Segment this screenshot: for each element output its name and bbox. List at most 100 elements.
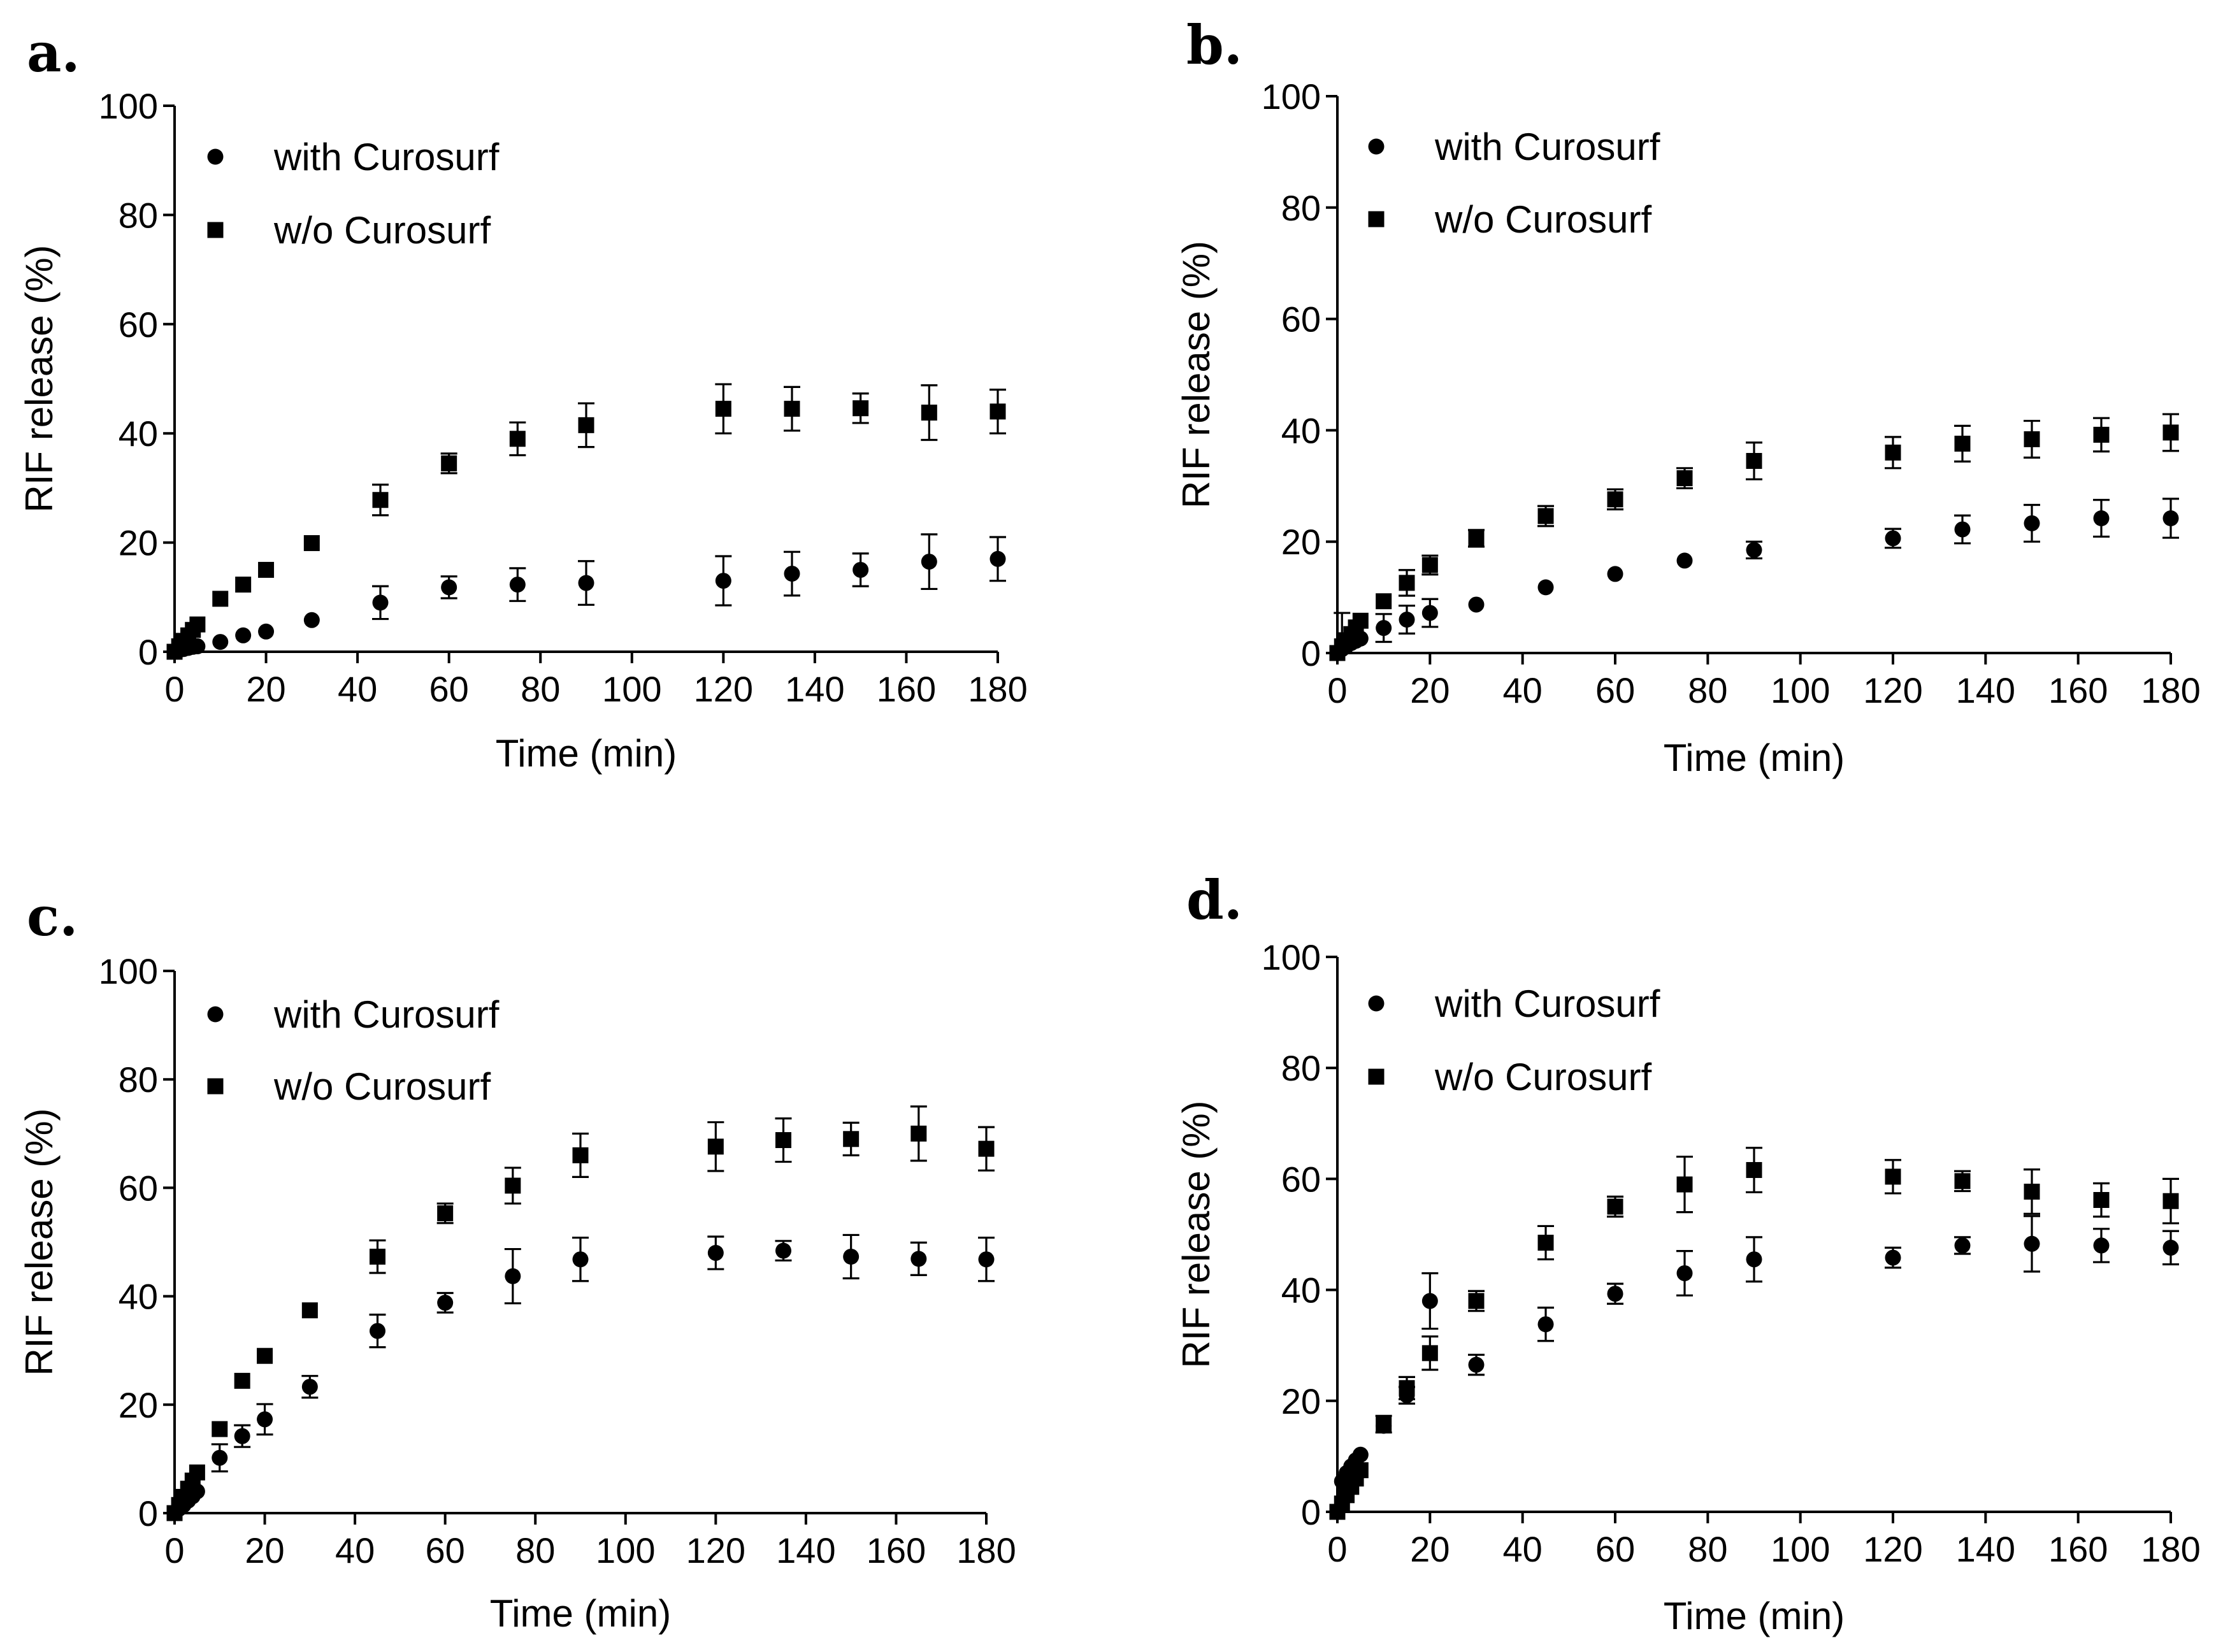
y-tick-label: 80 xyxy=(1281,188,1321,228)
data-point xyxy=(1421,605,1438,621)
data-point xyxy=(843,1248,860,1265)
y-tick-label: 100 xyxy=(99,86,158,126)
y-tick-label: 40 xyxy=(119,413,158,454)
data-point xyxy=(784,565,800,582)
data-point xyxy=(2162,1239,2179,1256)
data-point xyxy=(234,1428,250,1444)
x-tick-label: 40 xyxy=(338,669,377,709)
data-point xyxy=(578,575,594,591)
data-point xyxy=(1399,612,1415,628)
x-tick-label: 40 xyxy=(335,1530,375,1570)
data-point xyxy=(1676,1265,1693,1281)
data-point xyxy=(707,1245,724,1261)
legend-marker xyxy=(207,1078,224,1095)
legend-marker xyxy=(1368,995,1385,1012)
x-tick-label: 0 xyxy=(164,1530,184,1570)
data-point xyxy=(1885,530,1901,547)
data-point xyxy=(370,1323,385,1339)
x-tick-label: 40 xyxy=(1503,670,1543,710)
x-tick-label: 80 xyxy=(1688,670,1727,710)
x-tick-label: 60 xyxy=(1595,1529,1635,1569)
data-point xyxy=(212,591,229,607)
data-point xyxy=(1607,566,1623,582)
legend-label: w/o Curosurf xyxy=(1434,1056,1651,1098)
data-point xyxy=(572,1251,589,1268)
data-point xyxy=(1468,1293,1485,1309)
data-point xyxy=(1468,596,1485,613)
data-point xyxy=(1607,1198,1623,1215)
data-point xyxy=(212,634,229,650)
data-point xyxy=(2162,510,2179,526)
x-tick-label: 140 xyxy=(1956,670,2015,710)
y-tick-label: 60 xyxy=(119,1168,158,1208)
data-point xyxy=(2093,426,2110,443)
x-tick-label: 180 xyxy=(2141,1529,2200,1569)
data-point xyxy=(441,579,457,596)
data-point xyxy=(212,1421,228,1437)
data-point xyxy=(853,561,869,578)
data-point xyxy=(1676,470,1693,487)
data-point xyxy=(372,594,389,611)
data-point xyxy=(784,401,800,417)
panel-letter: d. xyxy=(1186,868,1242,931)
legend-marker xyxy=(207,222,224,238)
x-tick-label: 160 xyxy=(2048,670,2108,710)
legend-marker xyxy=(1368,1068,1385,1085)
data-point xyxy=(212,1449,228,1466)
x-axis-title: Time (min) xyxy=(1664,736,1845,779)
data-point xyxy=(2024,515,2040,531)
y-tick-label: 80 xyxy=(1281,1048,1321,1088)
x-tick-label: 0 xyxy=(164,669,184,709)
data-point xyxy=(1352,1462,1369,1479)
x-tick-label: 80 xyxy=(521,669,560,709)
data-point xyxy=(509,431,526,447)
y-tick-label: 0 xyxy=(138,1493,158,1533)
data-point xyxy=(1537,508,1554,524)
data-point xyxy=(301,1379,318,1395)
data-point xyxy=(2093,510,2110,526)
x-tick-label: 160 xyxy=(2048,1529,2108,1569)
data-point xyxy=(257,1411,273,1428)
data-point xyxy=(2024,1235,2040,1252)
series-wo-curosurf xyxy=(166,1105,995,1521)
x-tick-label: 180 xyxy=(2141,670,2200,710)
data-point xyxy=(853,400,869,417)
x-tick-label: 140 xyxy=(776,1530,835,1570)
series-wo-curosurf xyxy=(1329,1147,2179,1520)
y-tick-label: 80 xyxy=(119,1059,158,1100)
data-point xyxy=(189,1464,205,1481)
panel-letter: b. xyxy=(1186,13,1242,76)
y-tick-label: 0 xyxy=(1301,633,1321,673)
x-tick-label: 60 xyxy=(426,1530,465,1570)
data-point xyxy=(509,577,526,593)
y-tick-label: 80 xyxy=(119,195,158,235)
x-tick-label: 100 xyxy=(1771,670,1830,710)
x-tick-label: 0 xyxy=(1327,670,1347,710)
x-tick-label: 100 xyxy=(596,1530,655,1570)
x-tick-label: 20 xyxy=(246,669,285,709)
series-with-curosurf xyxy=(1329,1215,2179,1520)
data-point xyxy=(2162,1193,2179,1209)
y-tick-label: 60 xyxy=(1281,299,1321,340)
data-point xyxy=(235,577,252,593)
data-point xyxy=(1468,1356,1485,1373)
data-point xyxy=(505,1177,521,1194)
x-tick-label: 180 xyxy=(956,1530,1016,1570)
panel-letter: c. xyxy=(27,885,78,948)
data-point xyxy=(989,550,1006,567)
y-tick-label: 20 xyxy=(1281,522,1321,562)
legend-label: with Curosurf xyxy=(273,993,500,1036)
legend-label: with Curosurf xyxy=(1434,126,1660,168)
x-tick-label: 120 xyxy=(1863,1529,1922,1569)
y-axis-title: RIF release (%) xyxy=(1175,1100,1218,1368)
legend-label: with Curosurf xyxy=(1434,982,1660,1025)
data-point xyxy=(189,616,206,633)
data-point xyxy=(2162,424,2179,441)
data-point xyxy=(437,1295,454,1311)
x-tick-label: 160 xyxy=(867,1530,926,1570)
data-point xyxy=(775,1242,791,1259)
series-wo-curosurf xyxy=(1329,413,2179,661)
data-point xyxy=(1537,1235,1554,1251)
y-axis-title: RIF release (%) xyxy=(18,1108,61,1375)
data-point xyxy=(1954,521,1971,538)
